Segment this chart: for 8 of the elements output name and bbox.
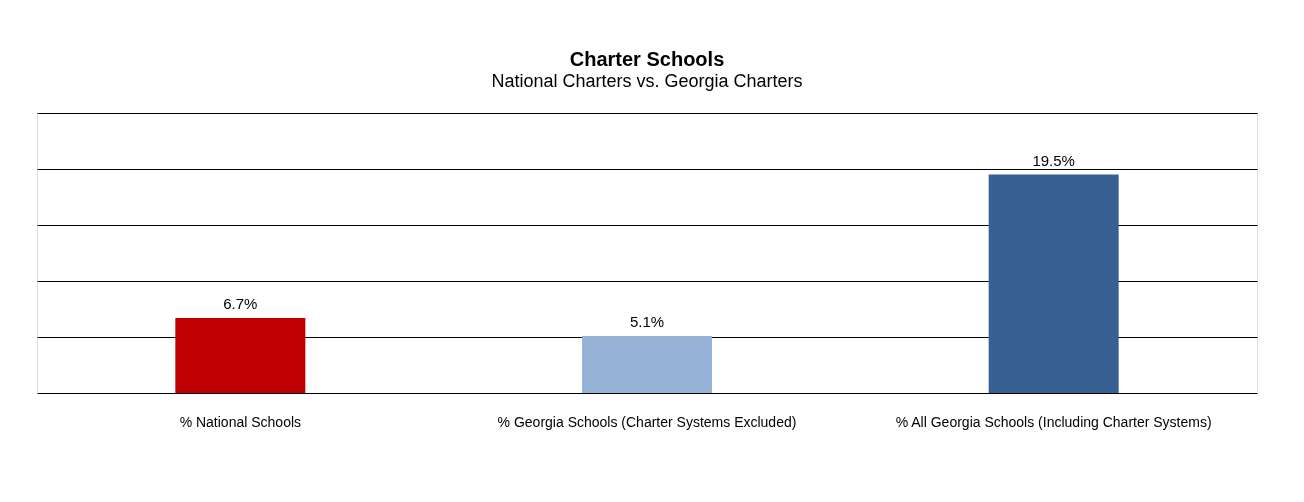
data-label: 5.1%: [629, 312, 665, 330]
chart-subtitle: National Charters vs. Georgia Charters: [491, 71, 803, 91]
chart-title: Charter Schools: [569, 48, 725, 70]
x-tick-label: % All Georgia Schools (Including Charter Systems): [895, 413, 1212, 430]
data-label: 6.7%: [223, 294, 258, 312]
data-label: 19.5%: [1032, 151, 1075, 169]
x-tick-label: % Georgia Schools (Charter Systems Excluded): [497, 413, 797, 430]
x-tick-label: % National Schools: [179, 413, 302, 430]
